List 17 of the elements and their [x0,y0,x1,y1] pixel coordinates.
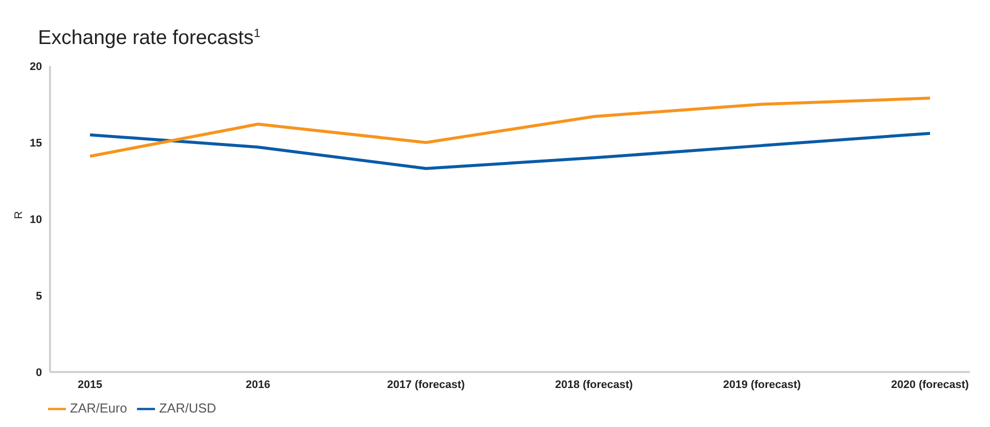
x-tick-label: 2015 [78,378,102,391]
y-axis-title: R [12,211,25,219]
chart-title: Exchange rate forecasts$^{1}$ [38,26,261,49]
y-tick-label: 20 [30,60,42,73]
y-tick-label: 0 [36,366,42,379]
x-tick-label: 2016 [246,378,270,391]
y-tick-label: 5 [36,290,42,302]
legend-label: ZAR/Euro [70,400,128,416]
x-tick-label: 2020 (forecast) [891,378,970,391]
x-tick-label: 2017 (forecast) [387,378,466,391]
line-series [88,132,932,170]
line-series [88,96,932,158]
y-tick-label: 10 [30,214,42,226]
legend-label: ZAR/USD [159,400,216,416]
y-tick-label: 15 [30,137,42,150]
x-tick-label: 2019 (forecast) [723,378,802,391]
x-tick-label: 2018 (forecast) [555,378,634,391]
